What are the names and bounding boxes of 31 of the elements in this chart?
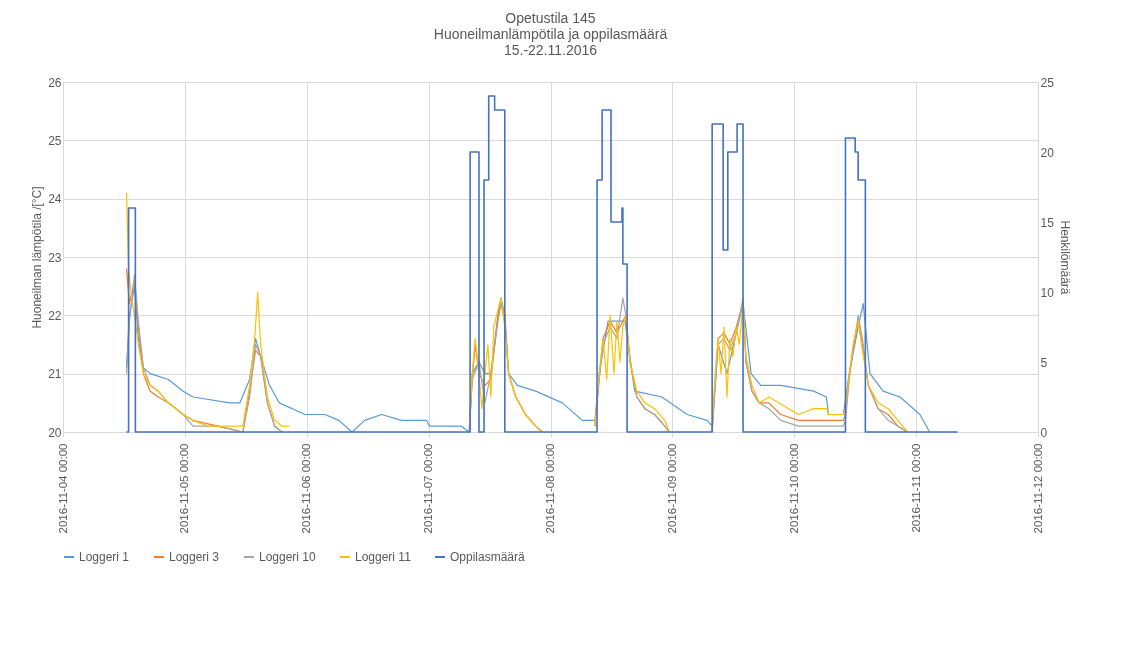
x-tick-label: 2016-11-07 00:00 <box>422 443 435 534</box>
legend-label: Loggeri 10 <box>259 550 317 564</box>
y-axis-title: Huoneilman lämpötila /[°C] <box>30 186 45 329</box>
legend-label: Loggeri 3 <box>169 550 220 564</box>
x-tick-label: 2016-11-08 00:00 <box>544 443 556 534</box>
chart-subtitle: Huoneilmanlämpötila ja oppilasmäärä 15.-22.11.2016 <box>433 26 668 58</box>
y2-tick-label: 20 <box>1040 145 1055 160</box>
y2-tick-label: 15 <box>1040 215 1055 230</box>
legend-label: Oppilasmäärä <box>450 550 526 564</box>
x-tick-label: 2016-11-04 00:00 <box>56 443 69 534</box>
y-tick-label: 23 <box>48 250 62 265</box>
x-tick-label: 2016-11-10 00:00 <box>787 443 800 534</box>
legend-label: Loggeri 11 <box>355 550 412 564</box>
x-tick-label: 2016-11-09 00:00 <box>665 443 678 534</box>
chart-title: Opetustila 145 <box>505 10 596 26</box>
y2-tick-label: 25 <box>1040 75 1055 90</box>
y-tick-label: 25 <box>48 133 62 148</box>
x-tick-label: 2016-11-06 00:00 <box>300 443 313 534</box>
y-tick-label: 24 <box>48 192 62 207</box>
x-tick-label: 2016-11-11 00:00 <box>909 443 922 533</box>
x-tick-label: 2016-11-05 00:00 <box>178 443 191 534</box>
y2-axis-title: Henkilömäärä <box>1057 220 1072 295</box>
y-tick-label: 22 <box>48 308 62 323</box>
y-tick-label: 26 <box>48 75 62 90</box>
y2-tick-label: 10 <box>1040 285 1055 300</box>
y-tick-label: 21 <box>48 367 62 382</box>
y2-tick-label: 0 <box>1040 425 1048 440</box>
y-tick-label: 20 <box>48 425 62 440</box>
y2-tick-label: 5 <box>1040 355 1048 370</box>
x-tick-label: 2016-11-12 00:00 <box>1031 443 1044 534</box>
legend-label: Loggeri 1 <box>79 550 130 564</box>
